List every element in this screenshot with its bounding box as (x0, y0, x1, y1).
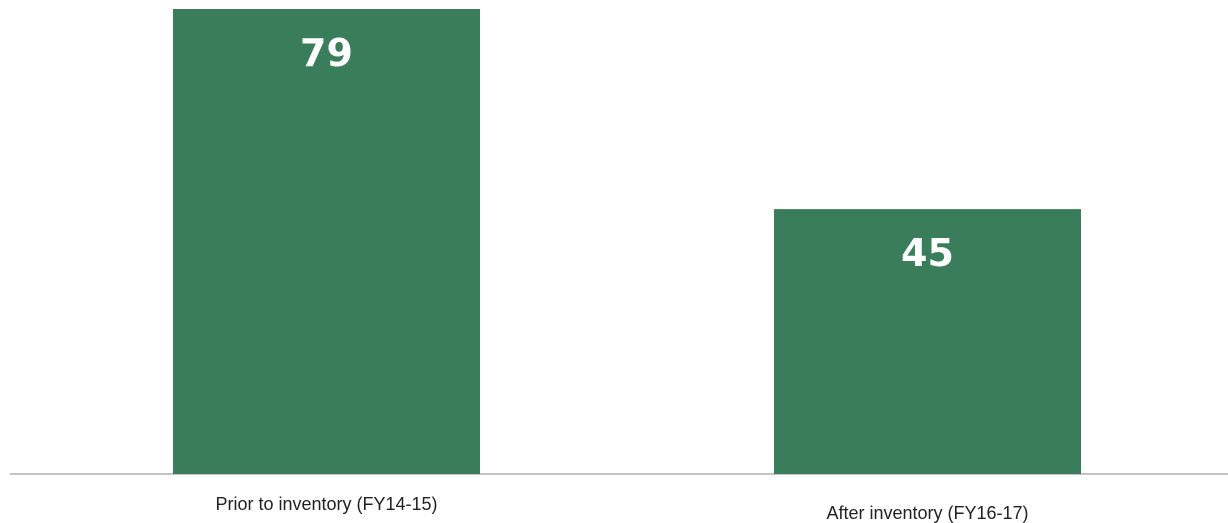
bar-value-label-1: 79 (300, 31, 353, 75)
category-label-1: Prior to inventory (FY14-15) (215, 494, 437, 514)
bar-2 (774, 209, 1081, 474)
bar-1 (173, 9, 480, 474)
category-label-2: After inventory (FY16-17) (826, 503, 1028, 523)
category-labels-layer: Prior to inventory (FY14-15) After invent… (215, 494, 1028, 523)
bar-value-label-2: 45 (901, 231, 954, 275)
value-labels-layer: 79 45 (300, 31, 954, 275)
bars-layer (173, 9, 1081, 474)
